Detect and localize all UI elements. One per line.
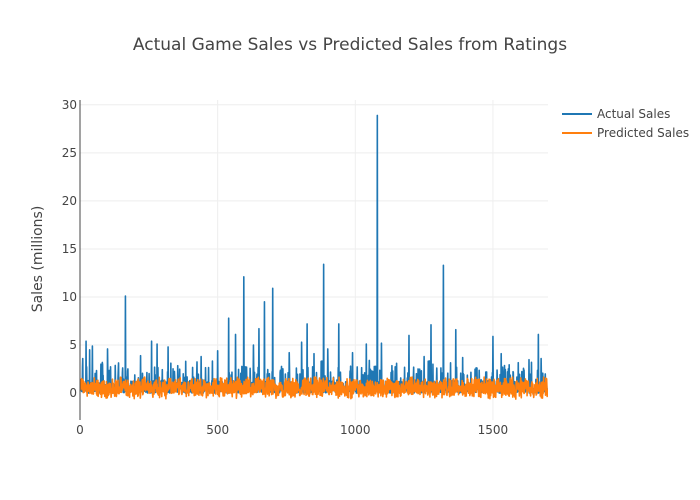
y-tick-label: 10 xyxy=(62,290,77,304)
x-tick-label: 1500 xyxy=(478,423,509,437)
y-tick-label: 30 xyxy=(62,98,77,112)
plot-area xyxy=(80,114,548,400)
y-tick-label: 25 xyxy=(62,146,77,160)
y-tick-label: 15 xyxy=(62,242,77,256)
y-tick-label: 0 xyxy=(69,386,77,400)
x-tick-label: 1000 xyxy=(340,423,371,437)
chart-title: Actual Game Sales vs Predicted Sales fro… xyxy=(133,35,567,55)
y-tick-label: 20 xyxy=(62,194,77,208)
series-line-actual-sales xyxy=(80,114,548,394)
series-group xyxy=(80,114,548,400)
x-tick-label: 500 xyxy=(206,423,229,437)
grid xyxy=(80,100,548,420)
series-line-predicted-sales xyxy=(80,376,548,400)
y-tick-label: 5 xyxy=(69,338,77,352)
legend: Actual Sales Predicted Sales xyxy=(562,107,689,140)
y-axis-title: Sales (millions) xyxy=(30,206,46,313)
x-tick-label: 0 xyxy=(76,423,84,437)
legend-label-predicted-sales: Predicted Sales xyxy=(597,126,689,140)
axes: 0 5 10 15 20 25 30 0 500 1000 1500 xyxy=(62,98,508,437)
legend-label-actual-sales: Actual Sales xyxy=(597,107,670,121)
